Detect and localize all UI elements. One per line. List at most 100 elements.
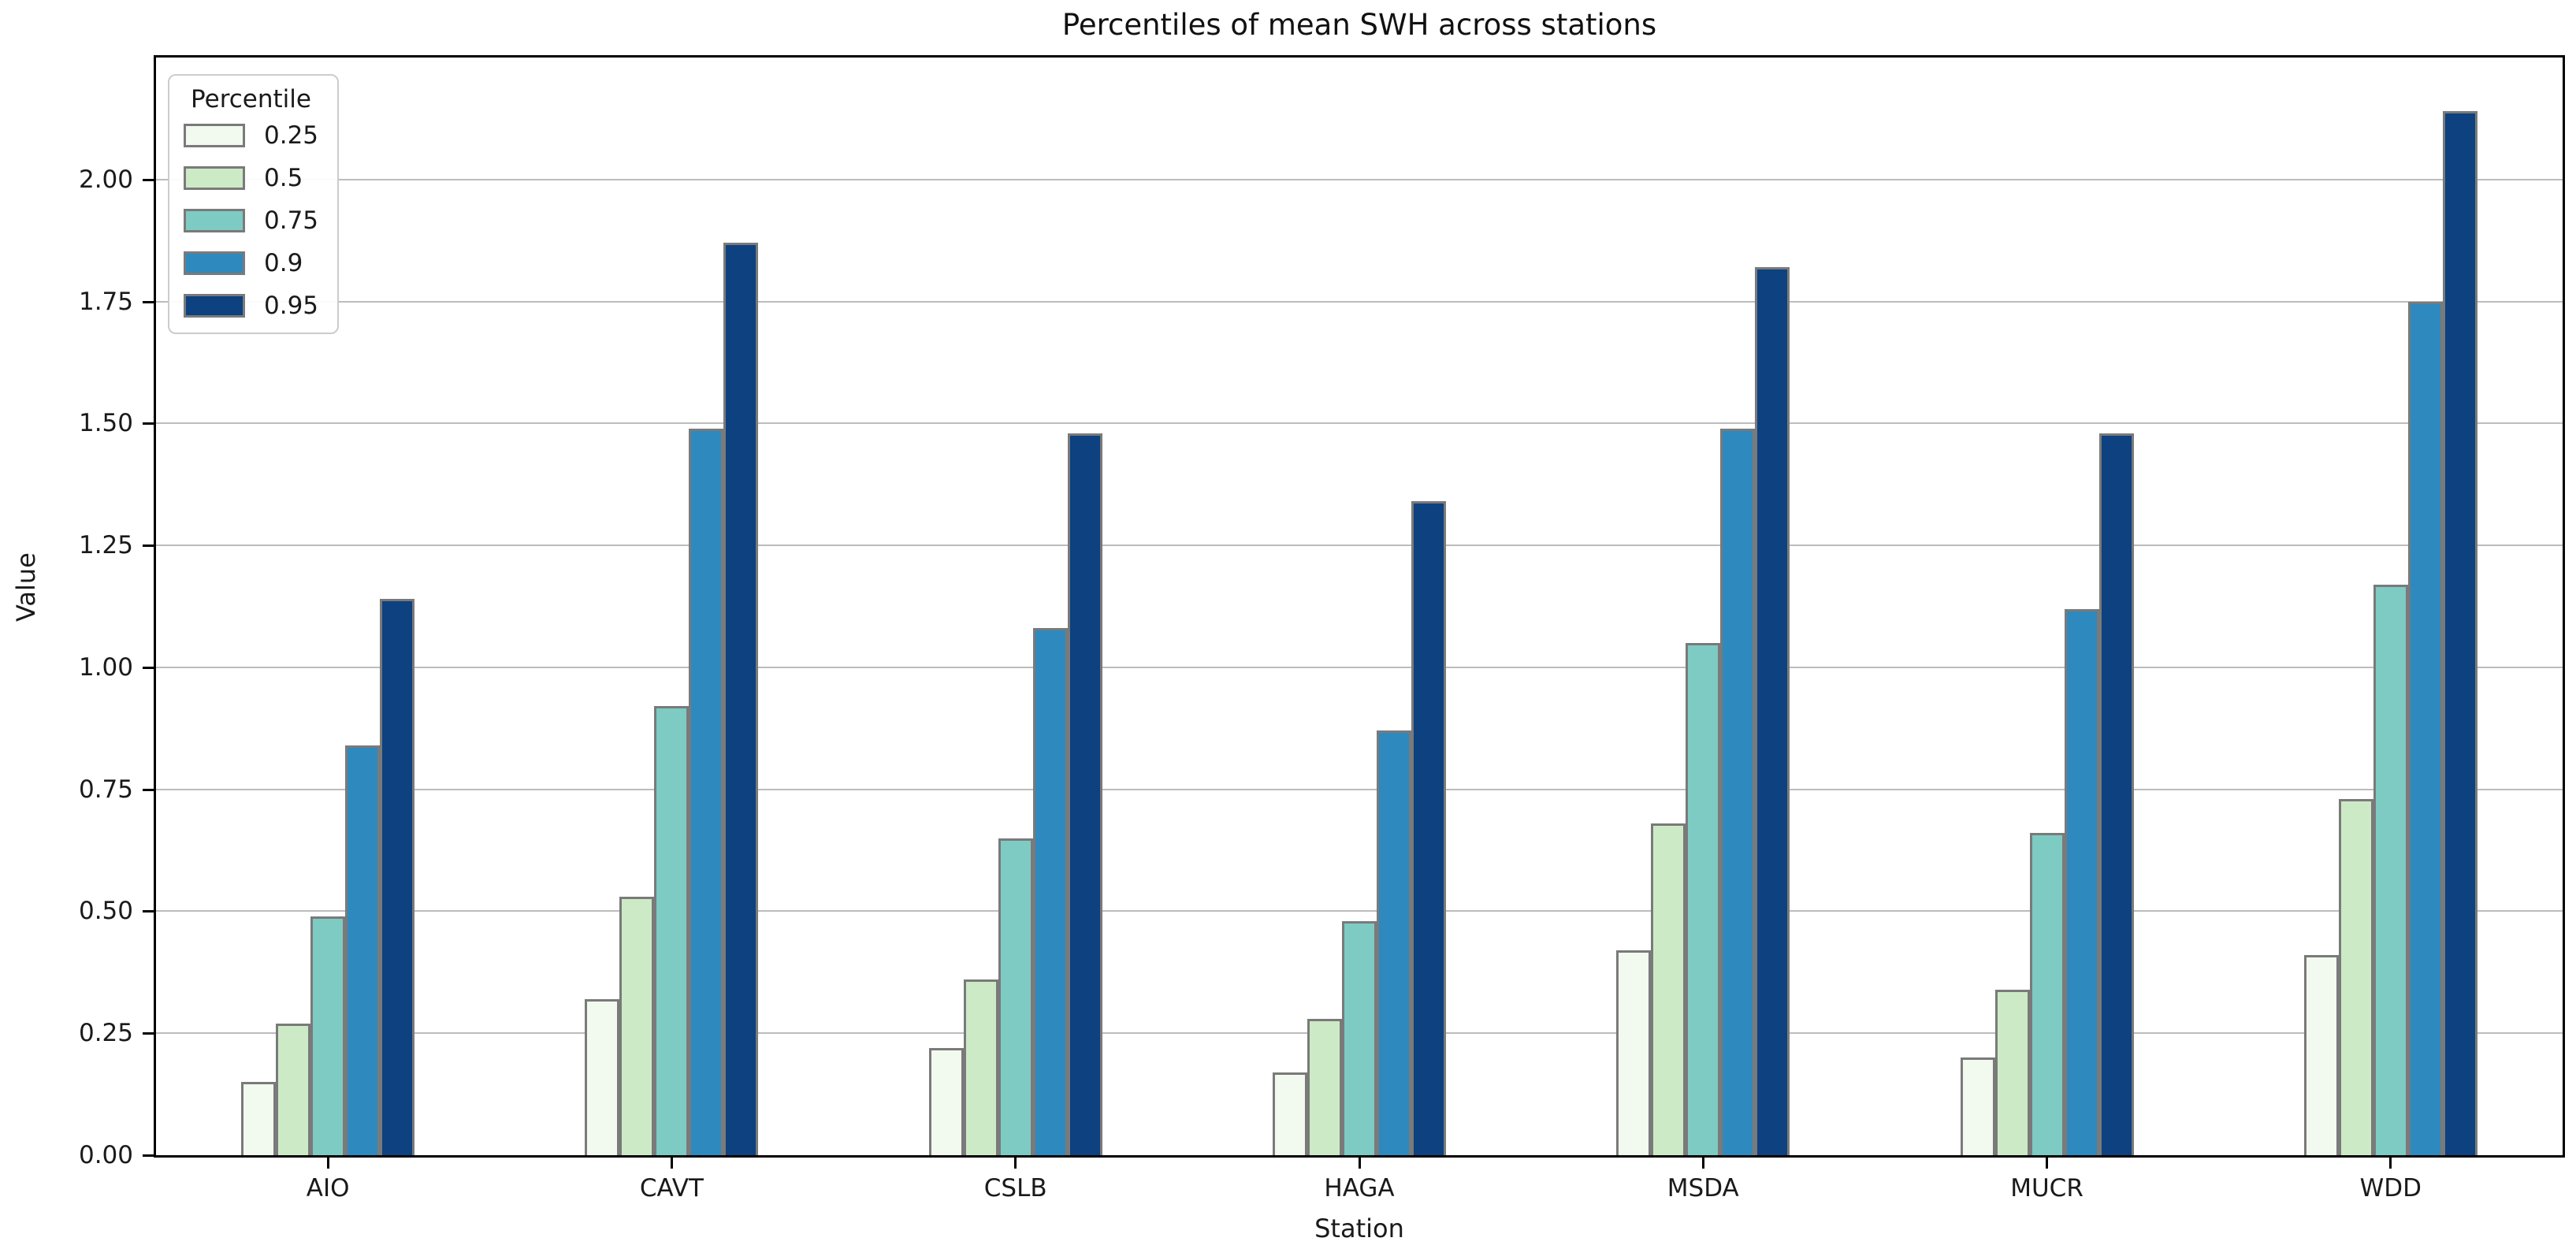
bar-mucr-p075 bbox=[2029, 833, 2065, 1155]
bar-wdd-p075 bbox=[2373, 584, 2408, 1155]
bar-cslb-p05 bbox=[963, 979, 998, 1155]
gridline bbox=[156, 910, 2563, 912]
bar-wdd-p09 bbox=[2407, 301, 2443, 1155]
bar-msda-p095 bbox=[1755, 267, 1790, 1155]
legend-label: 0.25 bbox=[264, 121, 319, 150]
bar-msda-p025 bbox=[1616, 950, 1652, 1155]
bar-mucr-p05 bbox=[1994, 989, 2030, 1155]
y-tick bbox=[143, 788, 154, 791]
y-tick-label: 0.75 bbox=[78, 775, 133, 804]
bar-aio-p075 bbox=[310, 916, 346, 1155]
bar-cavt-p025 bbox=[585, 998, 620, 1155]
bar-haga-p025 bbox=[1272, 1072, 1307, 1155]
legend-swatch bbox=[184, 124, 245, 147]
gridline bbox=[156, 300, 2563, 303]
y-tick-label: 1.25 bbox=[78, 531, 133, 560]
legend-label: 0.75 bbox=[264, 206, 319, 235]
bar-wdd-p05 bbox=[2338, 799, 2373, 1155]
y-tick-label: 0.00 bbox=[78, 1141, 133, 1169]
y-tick-label: 2.00 bbox=[78, 165, 133, 194]
x-tick-label: AIO bbox=[306, 1174, 350, 1202]
x-tick-label: MUCR bbox=[2010, 1174, 2083, 1202]
y-tick-label: 0.50 bbox=[78, 897, 133, 926]
y-tick bbox=[143, 1032, 154, 1035]
bar-group-haga bbox=[1188, 58, 1531, 1155]
x-tick bbox=[1358, 1158, 1361, 1169]
bar-cavt-p09 bbox=[689, 428, 724, 1155]
y-tick bbox=[143, 178, 154, 181]
gridline bbox=[156, 666, 2563, 668]
y-tick bbox=[143, 545, 154, 548]
legend-swatch bbox=[184, 166, 245, 190]
axis-spine-right bbox=[2563, 55, 2565, 1158]
x-tick-label: CAVT bbox=[639, 1174, 704, 1202]
legend-item-095: 0.95 bbox=[184, 292, 318, 320]
y-tick bbox=[143, 910, 154, 913]
x-tick bbox=[1014, 1158, 1017, 1169]
bar-group-cslb bbox=[844, 58, 1188, 1155]
legend-item-025: 0.25 bbox=[184, 121, 318, 150]
y-axis-label: Value bbox=[11, 552, 41, 622]
legend-swatch bbox=[184, 294, 245, 318]
bar-mucr-p09 bbox=[2064, 608, 2099, 1155]
bar-msda-p075 bbox=[1686, 642, 1721, 1155]
legend-swatch bbox=[184, 209, 245, 232]
bar-haga-p075 bbox=[1341, 920, 1377, 1155]
bar-mucr-p025 bbox=[1960, 1057, 1995, 1155]
axis-spine-bottom bbox=[154, 1155, 2565, 1158]
legend-item-075: 0.75 bbox=[184, 206, 318, 235]
y-tick-label: 1.50 bbox=[78, 409, 133, 438]
legend-items: 0.25 0.5 0.75 0.9 0.95 bbox=[184, 121, 318, 320]
legend-item-09: 0.9 bbox=[184, 249, 318, 277]
bar-wdd-p025 bbox=[2303, 955, 2339, 1155]
bar-group-wdd bbox=[2219, 58, 2563, 1155]
bar-group-mucr bbox=[1875, 58, 2218, 1155]
y-tick-label: 0.25 bbox=[78, 1019, 133, 1048]
x-tick-label: HAGA bbox=[1324, 1174, 1395, 1202]
bar-msda-p05 bbox=[1651, 823, 1686, 1155]
bar-cslb-p09 bbox=[1032, 628, 1068, 1155]
x-tick-label: CSLB bbox=[983, 1174, 1047, 1202]
bar-group-msda bbox=[1531, 58, 1875, 1155]
bar-mucr-p095 bbox=[2098, 433, 2134, 1155]
bar-cavt-p075 bbox=[654, 706, 690, 1155]
legend-label: 0.95 bbox=[264, 292, 319, 320]
bar-wdd-p095 bbox=[2442, 111, 2477, 1155]
legend-label: 0.9 bbox=[264, 249, 303, 277]
x-tick bbox=[2046, 1158, 2049, 1169]
chart-title: Percentiles of mean SWH across stations bbox=[1061, 8, 1657, 42]
gridline bbox=[156, 178, 2563, 180]
x-tick bbox=[326, 1158, 329, 1169]
bar-aio-p025 bbox=[241, 1082, 277, 1155]
gridline bbox=[156, 545, 2563, 547]
bar-msda-p09 bbox=[1720, 428, 1756, 1155]
y-tick bbox=[143, 422, 154, 426]
legend-item-05: 0.5 bbox=[184, 164, 318, 192]
gridline bbox=[156, 422, 2563, 425]
bar-aio-p05 bbox=[276, 1023, 311, 1155]
legend-title: Percentile bbox=[191, 85, 311, 113]
bar-cavt-p05 bbox=[619, 896, 655, 1155]
bar-cslb-p075 bbox=[998, 838, 1033, 1155]
bar-cslb-p095 bbox=[1067, 433, 1102, 1155]
x-tick bbox=[2389, 1158, 2392, 1169]
y-tick bbox=[143, 666, 154, 669]
bar-haga-p095 bbox=[1411, 501, 1446, 1155]
y-tick-label: 1.75 bbox=[78, 287, 133, 316]
bar-cavt-p095 bbox=[723, 243, 759, 1155]
y-tick bbox=[143, 300, 154, 303]
gridline bbox=[156, 788, 2563, 790]
bar-group-cavt bbox=[500, 58, 843, 1155]
axis-spine-top bbox=[154, 55, 2565, 58]
y-tick bbox=[143, 1154, 154, 1157]
bar-haga-p05 bbox=[1307, 1018, 1342, 1155]
y-tick-label: 1.00 bbox=[78, 652, 133, 682]
x-tick bbox=[670, 1158, 673, 1169]
x-tick-label: WDD bbox=[2359, 1174, 2422, 1202]
x-axis-label: Station bbox=[1314, 1214, 1404, 1243]
legend-label: 0.5 bbox=[264, 164, 303, 192]
bar-aio-p095 bbox=[380, 599, 415, 1155]
bar-group-aio bbox=[156, 58, 500, 1155]
bar-cslb-p025 bbox=[928, 1047, 964, 1155]
